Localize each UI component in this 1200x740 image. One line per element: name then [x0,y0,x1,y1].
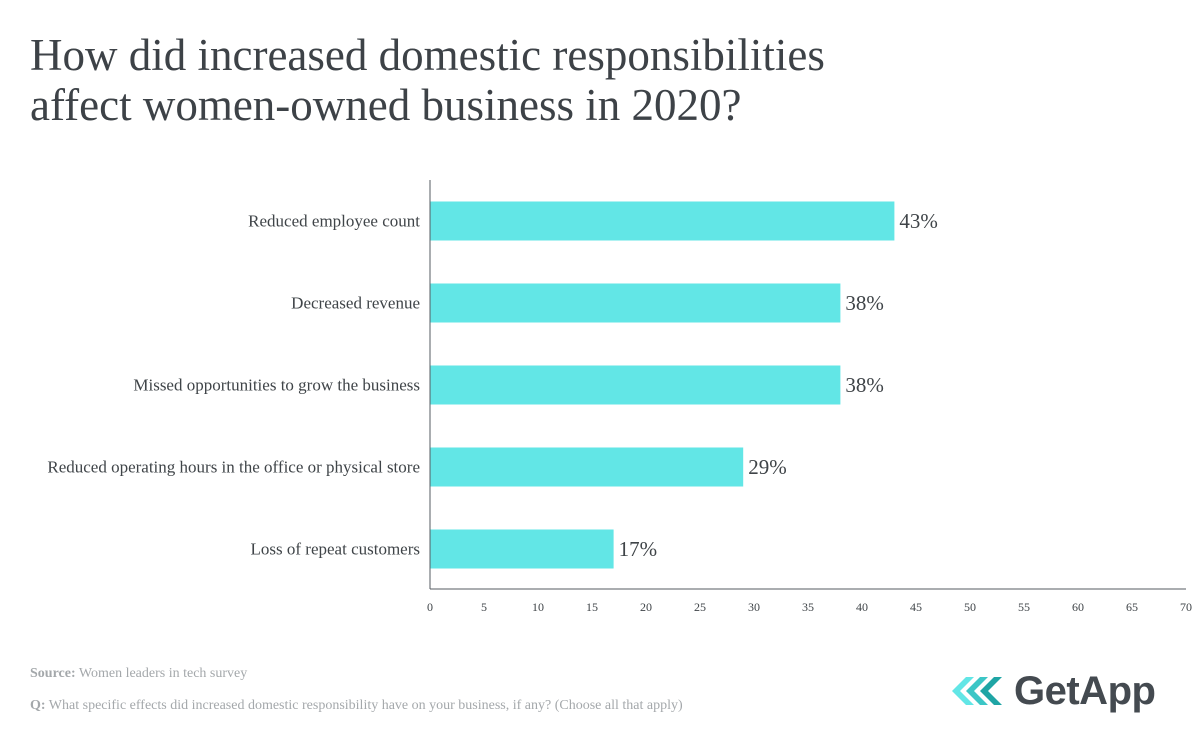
x-tick-label: 15 [586,600,598,614]
chart-title-line-1: How did increased domestic responsibilit… [30,30,825,80]
bar [430,529,614,569]
category-label: Missed opportunities to grow the busines… [133,376,420,395]
chart-title-line-2: affect women-owned business in 2020? [30,80,742,130]
x-tick-label: 35 [802,600,814,614]
source-note: Source: Women leaders in tech survey [30,666,247,682]
bar-chart: Reduced employee count 43% Decreased reven… [47,180,1192,614]
question-text: What specific effects did increased dome… [45,698,683,713]
category-label: Reduced operating hours in the office or… [47,458,420,477]
source-text: Women leaders in tech survey [75,666,248,681]
x-tick-label: 0 [427,600,433,614]
bar [430,283,841,323]
value-label: 38% [845,291,884,315]
category-label: Reduced employee count [248,212,420,231]
getapp-chevron-icon [952,677,1002,705]
value-label: 29% [748,455,787,479]
x-tick-label: 60 [1072,600,1084,614]
x-tick-label: 5 [481,600,487,614]
question-label: Q: [30,698,46,713]
bar [430,201,895,241]
x-tick-label: 45 [910,600,922,614]
chart-title: How did increased domestic responsibilit… [30,30,1130,130]
bar [430,365,841,405]
question-note: Q: What specific effects did increased d… [30,698,683,714]
getapp-logo: GetApp [952,668,1156,714]
category-label: Loss of repeat customers [251,540,420,559]
bar [430,447,744,487]
logo-text: GetApp [1014,668,1156,713]
logo-chevron-1 [952,677,974,705]
value-label: 38% [845,373,884,397]
value-label: 17% [619,537,658,561]
x-tick-label: 50 [964,600,976,614]
source-label: Source: [30,666,76,681]
x-tick-label: 10 [532,600,544,614]
x-tick-label: 70 [1180,600,1192,614]
x-tick-label: 55 [1018,600,1030,614]
category-label: Decreased revenue [291,294,420,313]
x-tick-label: 20 [640,600,652,614]
x-tick-label: 40 [856,600,868,614]
x-tick-label: 30 [748,600,760,614]
x-tick-label: 25 [694,600,706,614]
logo-chevron-3 [980,677,1002,705]
x-tick-label: 65 [1126,600,1138,614]
value-label: 43% [899,209,938,233]
logo-chevron-2 [966,677,988,705]
